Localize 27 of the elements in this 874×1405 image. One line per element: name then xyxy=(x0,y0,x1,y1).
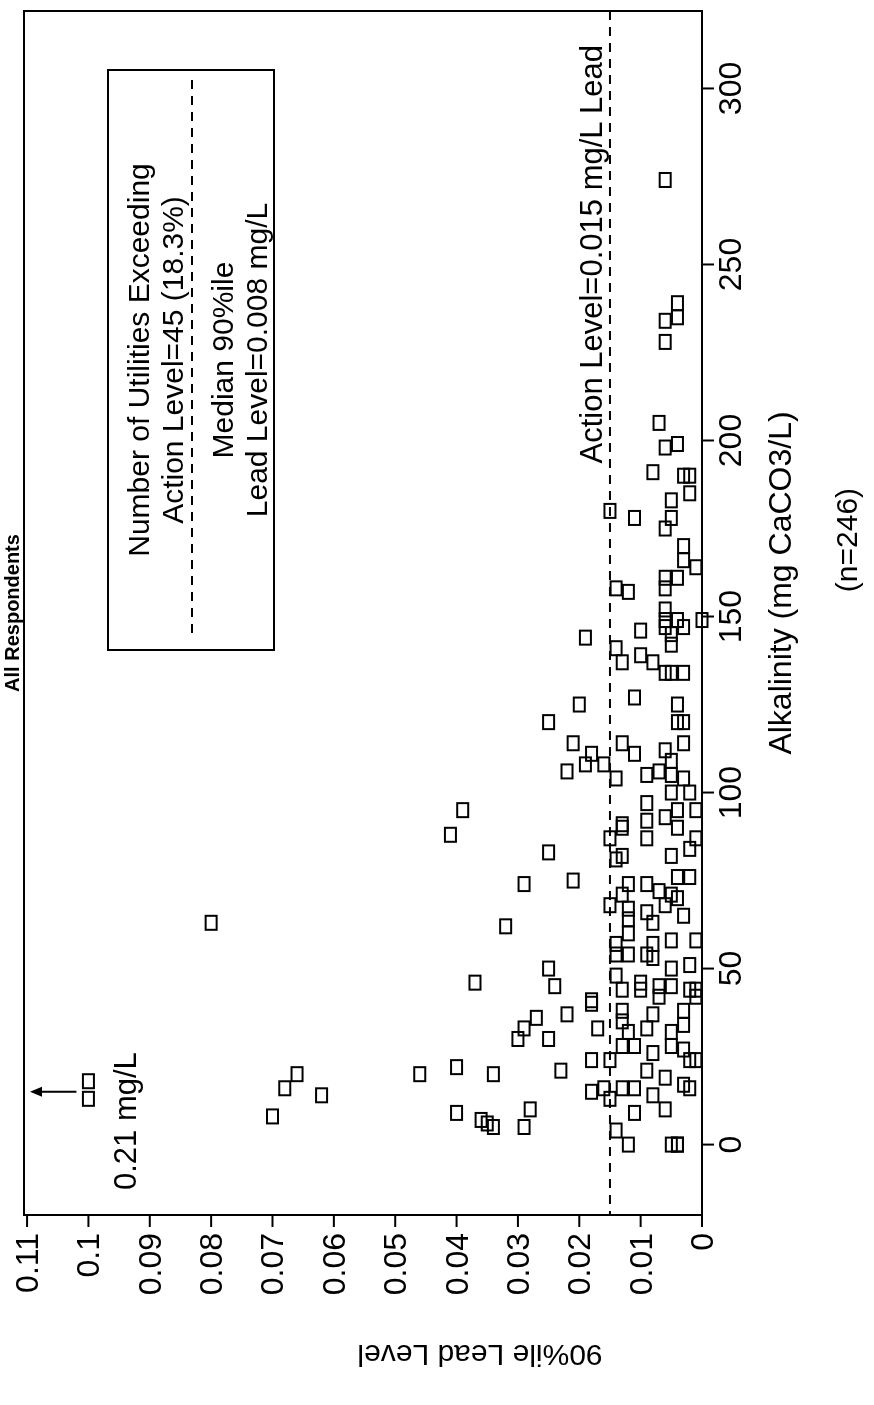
x-tick-label: 0 xyxy=(684,1233,720,1251)
x-tick-label: 0.11 xyxy=(9,1233,46,1293)
x-tick-label: 0.02 xyxy=(561,1233,598,1296)
y-axis-title: Alkalinity (mg CaCO3/L) xyxy=(762,411,799,755)
y-tick-label: 150 xyxy=(712,589,749,644)
y-tick-label: 100 xyxy=(712,765,749,820)
annotation: Median 90%ile Lead Level=0.008 mg/L xyxy=(205,202,273,518)
y-tick-label: 0 xyxy=(712,1135,749,1154)
x-tick-label: 0.1 xyxy=(70,1233,107,1278)
x-tick-label: 0.01 xyxy=(622,1233,659,1296)
y-tick-label: 200 xyxy=(712,413,749,468)
x-tick-label: 0.08 xyxy=(193,1233,230,1296)
y-tick-label: 50 xyxy=(712,950,749,987)
text: All Respondents xyxy=(1,534,23,692)
x-tick-label: 0.07 xyxy=(254,1233,291,1296)
x-tick-label: 0.06 xyxy=(315,1233,352,1296)
x-tick-label: 0.04 xyxy=(438,1233,475,1296)
x-tick-label: 0.09 xyxy=(131,1233,168,1296)
x-axis-title: 90%ile Lead Level xyxy=(357,1338,603,1372)
y-tick-label: 250 xyxy=(712,237,749,292)
ref-line-label: Action Level=0.015 mg/L Lead xyxy=(573,45,609,464)
annotation: 0.21 mg/L xyxy=(107,1052,143,1190)
x-tick-label: 0.05 xyxy=(377,1233,414,1296)
text: (n=246) xyxy=(829,487,863,593)
x-tick-label: 0.03 xyxy=(499,1233,536,1296)
y-tick-label: 300 xyxy=(712,61,749,116)
annotation: Number of Utilities Exceeding Action Level=45 (18.3%) xyxy=(121,163,189,557)
